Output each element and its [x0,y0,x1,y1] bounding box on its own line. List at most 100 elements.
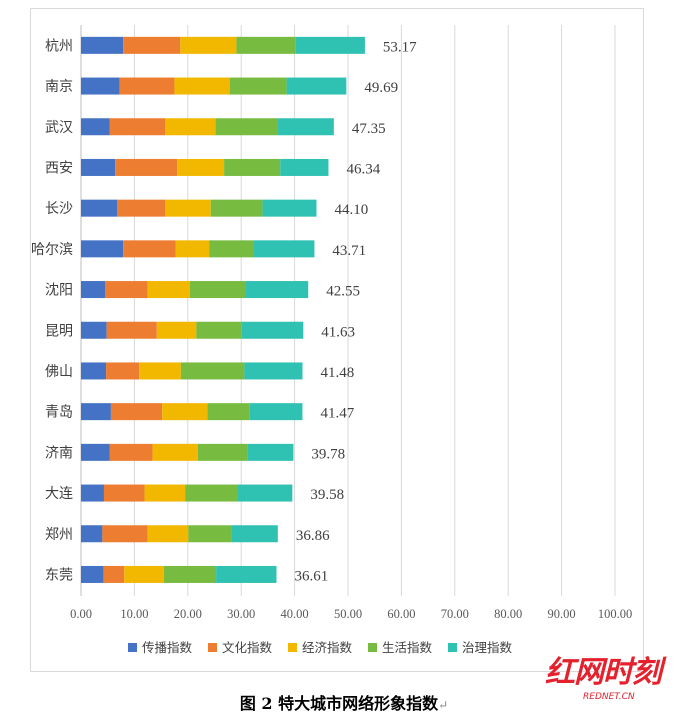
x-tick-label: 20.00 [174,607,202,621]
total-data-label: 39.58 [310,487,344,503]
x-tick-label: 60.00 [387,607,415,621]
bar-segment [165,199,211,217]
legend-label: 文化指数 [222,640,273,655]
bar-segment [147,281,190,299]
bar-segment [109,443,153,461]
category-label: 西安 [45,160,73,176]
bar-segment [280,158,329,176]
rednet-watermark-logo: 红网时刻 REDNET.CN [545,656,685,708]
figure-caption: 图 2 特大城市网络形象指数↵ [0,690,688,714]
legend-swatch [448,643,457,652]
bar-segment [109,118,166,136]
total-data-label: 36.86 [296,528,330,544]
bar-segment [231,525,278,543]
bar-segment [139,362,181,380]
x-tick-label: 40.00 [281,607,309,621]
bar-segment [247,443,294,461]
bar-segment [115,158,178,176]
bar-segment [244,362,303,380]
bar-segment [241,321,304,339]
bar-segment [81,281,106,299]
bar-segment [163,565,217,583]
bar-segment [189,281,247,299]
bar-segment [119,77,175,95]
bar-segment [81,199,118,217]
category-label: 济南 [45,445,73,461]
bar-segment [103,484,145,502]
category-label: 青岛 [45,405,73,421]
bar-segment [81,484,104,502]
bar-segment [237,484,293,502]
bar-segment [81,362,107,380]
legend-label: 经济指数 [302,640,353,655]
bar-segment [81,403,111,421]
bar-segment [286,77,347,95]
bar-segment [110,403,163,421]
bar-segment [210,199,263,217]
category-label: 杭州 [45,38,73,54]
bar-segment [152,443,198,461]
bar-segment [254,240,315,258]
bar-segment [224,158,281,176]
bar-segment [180,36,237,54]
category-label: 沈阳 [45,283,73,299]
legend-swatch [288,643,297,652]
watermark-main: 红网时刻 [545,655,662,690]
category-label: 东莞 [45,567,73,583]
legend-swatch [368,643,377,652]
legend-label: 生活指数 [382,640,433,655]
bar-segment [81,443,110,461]
legend-swatch [128,643,137,652]
bar-segment [81,118,110,136]
return-mark: ↵ [438,698,449,712]
legend-swatch [208,643,217,652]
bar-segment [177,158,225,176]
bar-segment [81,77,120,95]
bar-segment [196,321,242,339]
chart-frame [30,8,644,672]
watermark-sub: REDNET.CN [583,692,635,702]
x-tick-label: 0.00 [70,607,92,621]
caption-text: 图 2 特大城市网络形象指数 [239,694,439,713]
bar-segment [106,321,157,339]
bar-segment [144,484,186,502]
x-tick-label: 70.00 [441,607,469,621]
bar-segment [229,77,287,95]
bar-segment [215,118,279,136]
bar-segment [81,240,124,258]
bar-segment [236,36,296,54]
category-label: 南京 [45,79,73,95]
bar-segment [103,565,125,583]
category-label: 武汉 [45,120,73,136]
legend-label: 治理指数 [462,640,513,655]
bar-segment [185,484,238,502]
bar-segment [246,281,309,299]
bar-segment [197,443,248,461]
category-label: 昆明 [45,323,73,339]
bar-segment [102,525,148,543]
category-label: 大连 [45,486,73,502]
category-label: 郑州 [45,527,73,543]
total-data-label: 47.35 [352,121,386,137]
bar-segment [117,199,166,217]
bar-segment [209,240,255,258]
bar-segment [106,362,140,380]
bar-segment [278,118,334,136]
bar-segment [123,240,176,258]
bar-segment [105,281,148,299]
bar-segment [165,118,216,136]
total-data-label: 46.34 [346,161,380,177]
total-data-label: 43.71 [332,243,366,259]
total-data-label: 41.47 [320,406,354,422]
bar-segment [81,525,103,543]
total-data-label: 36.61 [294,568,328,584]
bar-segment [81,321,107,339]
total-data-label: 53.17 [383,39,417,55]
bar-segment [175,240,210,258]
bar-segment [81,36,124,54]
bar-segment [81,158,116,176]
total-data-label: 42.55 [326,284,360,300]
x-tick-label: 100.00 [598,607,632,621]
x-tick-label: 80.00 [494,607,522,621]
bar-segment [156,321,197,339]
